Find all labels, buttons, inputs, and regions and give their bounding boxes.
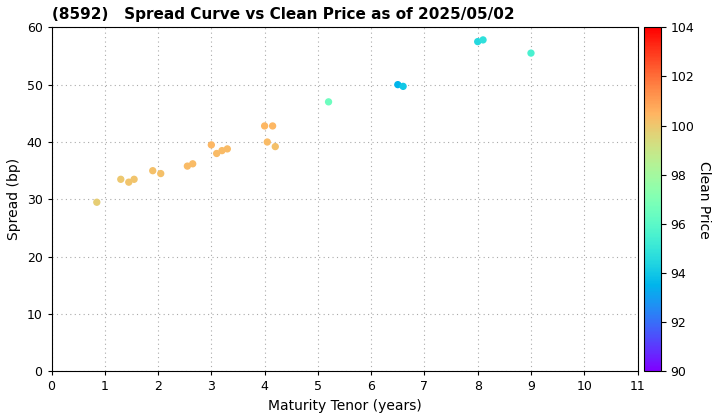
Point bbox=[147, 167, 158, 174]
Point bbox=[206, 142, 217, 148]
Point bbox=[187, 160, 199, 167]
Point bbox=[323, 99, 334, 105]
Point bbox=[123, 179, 135, 186]
Y-axis label: Clean Price: Clean Price bbox=[697, 160, 711, 238]
Y-axis label: Spread (bp): Spread (bp) bbox=[7, 158, 21, 240]
Point bbox=[259, 123, 271, 129]
Point bbox=[477, 37, 489, 43]
Point bbox=[181, 163, 193, 169]
Point bbox=[269, 143, 281, 150]
Point bbox=[91, 199, 102, 206]
Point bbox=[267, 123, 279, 129]
Text: (8592)   Spread Curve vs Clean Price as of 2025/05/02: (8592) Spread Curve vs Clean Price as of… bbox=[52, 7, 514, 22]
Point bbox=[525, 50, 536, 56]
Point bbox=[222, 146, 233, 152]
Point bbox=[128, 176, 140, 183]
Point bbox=[211, 150, 222, 157]
Point bbox=[261, 139, 273, 145]
Point bbox=[155, 170, 166, 177]
Point bbox=[115, 176, 127, 183]
Point bbox=[392, 81, 404, 88]
X-axis label: Maturity Tenor (years): Maturity Tenor (years) bbox=[268, 399, 421, 413]
Point bbox=[472, 38, 483, 45]
Point bbox=[216, 147, 228, 154]
Point bbox=[397, 83, 409, 90]
